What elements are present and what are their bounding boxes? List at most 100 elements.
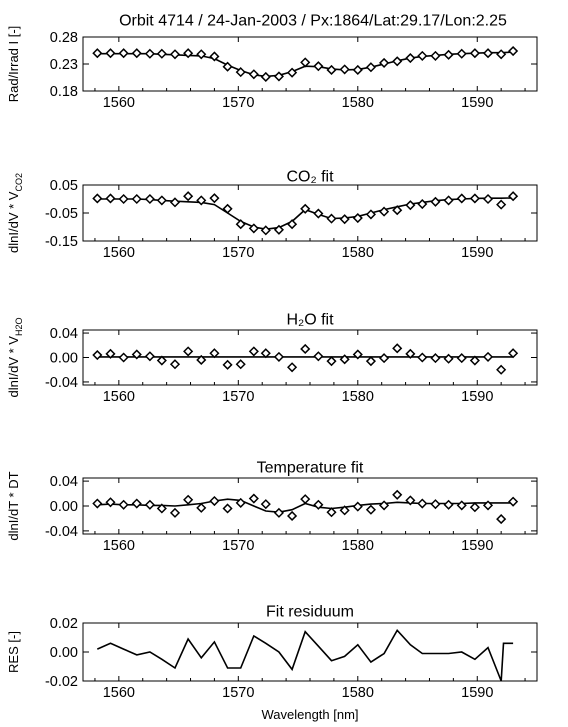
data-point-diamond bbox=[156, 48, 167, 59]
x-tick-label: 1560 bbox=[103, 95, 135, 111]
y-tick-label: -0.05 bbox=[45, 206, 78, 222]
y-axis-label: dlnI/dV * VCO2 bbox=[6, 173, 24, 253]
panel-title: Orbit 4714 / 24-Jan-2003 / Px:1864/Lat:2… bbox=[119, 13, 507, 30]
data-point-diamond bbox=[430, 50, 441, 61]
y-tick-label: 0.05 bbox=[50, 178, 78, 194]
x-tick-label: 1570 bbox=[222, 245, 254, 261]
data-point-diamond bbox=[443, 49, 454, 60]
plot-frame bbox=[82, 184, 538, 242]
data-point-diamond bbox=[365, 504, 376, 515]
panel-3: H₂O fit 1560 1570 1580 1590 -0.04 0.00 0.04 dlnI… bbox=[6, 312, 538, 405]
data-point-diamond bbox=[118, 352, 129, 363]
data-point-diamond bbox=[300, 203, 311, 214]
data-point-diamond bbox=[105, 48, 116, 59]
data-point-diamond bbox=[144, 48, 155, 59]
y-tick-label: 0.00 bbox=[50, 645, 78, 661]
data-point-diamond bbox=[365, 62, 376, 73]
y-tick-label: 0.28 bbox=[50, 30, 78, 46]
panel-4: Temperature fit 1560 1570 1580 1590 -0.04 0.00… bbox=[6, 460, 538, 554]
x-tick-label: 1590 bbox=[461, 389, 493, 405]
data-point-diamond bbox=[144, 351, 155, 362]
data-point-diamond bbox=[235, 497, 246, 508]
data-point-diamond bbox=[248, 346, 259, 357]
data-point-diamond bbox=[405, 200, 416, 211]
data-point-diamond bbox=[508, 348, 519, 359]
data-point-diamond bbox=[496, 199, 507, 210]
data-point-diamond bbox=[417, 498, 428, 509]
data-point-diamond bbox=[379, 206, 390, 217]
data-point-diamond bbox=[379, 500, 390, 511]
data-point-diamond bbox=[456, 48, 467, 59]
x-tick-label: 1580 bbox=[342, 538, 374, 554]
data-point-diamond bbox=[260, 348, 271, 359]
y-tick-label: 0.02 bbox=[50, 616, 78, 632]
y-tick-label: 0.18 bbox=[50, 84, 78, 100]
data-point-diamond bbox=[496, 364, 507, 375]
data-point-diamond bbox=[365, 356, 376, 367]
data-point-diamond bbox=[131, 498, 142, 509]
series-line bbox=[96, 628, 514, 682]
x-tick-label: 1570 bbox=[222, 389, 254, 405]
data-point-diamond bbox=[183, 494, 194, 505]
data-point-diamond bbox=[260, 71, 271, 83]
y-tick-label: -0.15 bbox=[45, 234, 78, 250]
data-point-diamond bbox=[222, 203, 233, 214]
data-point-diamond bbox=[118, 499, 129, 510]
y-axis-label: Rad/Irrad I [-] bbox=[6, 26, 21, 103]
data-point-diamond bbox=[105, 348, 116, 359]
data-point-diamond bbox=[273, 507, 284, 518]
data-point-diamond bbox=[196, 195, 207, 206]
data-point-diamond bbox=[456, 353, 467, 364]
panel-title: Temperature fit bbox=[257, 460, 364, 477]
data-point-diamond bbox=[482, 193, 494, 205]
x-tick-label: 1560 bbox=[103, 245, 135, 261]
data-point-diamond bbox=[248, 493, 259, 504]
x-tick-label: 1590 bbox=[461, 538, 493, 554]
data-point-diamond bbox=[105, 497, 116, 508]
data-point-diamond bbox=[443, 195, 454, 206]
data-point-diamond bbox=[105, 193, 116, 204]
data-point-diamond bbox=[287, 510, 298, 522]
data-point-diamond bbox=[326, 213, 337, 224]
data-point-diamond bbox=[469, 193, 480, 204]
x-tick-label: 1590 bbox=[461, 95, 493, 111]
data-point-diamond bbox=[352, 212, 363, 224]
data-point-diamond bbox=[469, 355, 480, 366]
data-point-diamond bbox=[235, 219, 246, 230]
plot-frame bbox=[82, 36, 538, 92]
data-point-diamond bbox=[508, 496, 519, 507]
data-point-diamond bbox=[222, 503, 233, 514]
data-point-diamond bbox=[430, 499, 441, 510]
x-tick-label: 1560 bbox=[103, 685, 135, 701]
data-point-diamond bbox=[260, 225, 271, 236]
data-point-diamond bbox=[131, 193, 142, 205]
data-point-diamond bbox=[196, 49, 207, 60]
data-point-diamond bbox=[300, 494, 311, 505]
y-axis-label: dlnI/dT * DT bbox=[6, 471, 21, 540]
data-point-diamond bbox=[469, 48, 480, 59]
x-tick-label: 1570 bbox=[222, 95, 254, 111]
data-point-diamond bbox=[339, 505, 350, 516]
panel-1: Orbit 4714 / 24-Jan-2003 / Px:1864/Lat:2… bbox=[6, 13, 538, 111]
x-tick-label: 1580 bbox=[342, 389, 374, 405]
data-point-diamond bbox=[209, 495, 220, 507]
data-point-diamond bbox=[131, 48, 142, 59]
data-point-diamond bbox=[405, 348, 416, 359]
x-tick-label: 1580 bbox=[342, 95, 374, 111]
data-point-diamond bbox=[287, 362, 298, 373]
data-point-diamond bbox=[144, 193, 155, 205]
panel-2: CO₂ fit 1560 1570 1580 1590 -0.15 -0.05 0.05 dln… bbox=[6, 169, 538, 261]
data-point-diamond bbox=[313, 61, 324, 72]
data-point-diamond bbox=[417, 50, 428, 61]
data-point-diamond bbox=[482, 500, 494, 511]
x-tick-label: 1590 bbox=[461, 245, 493, 261]
y-tick-label: -0.04 bbox=[45, 375, 78, 391]
data-point-diamond bbox=[169, 507, 181, 518]
data-point-diamond bbox=[183, 48, 194, 59]
data-point-diamond bbox=[118, 48, 129, 59]
data-point-diamond bbox=[222, 61, 233, 72]
data-point-diamond bbox=[196, 502, 207, 513]
data-point-diamond bbox=[235, 67, 246, 78]
data-point-diamond bbox=[339, 214, 350, 225]
